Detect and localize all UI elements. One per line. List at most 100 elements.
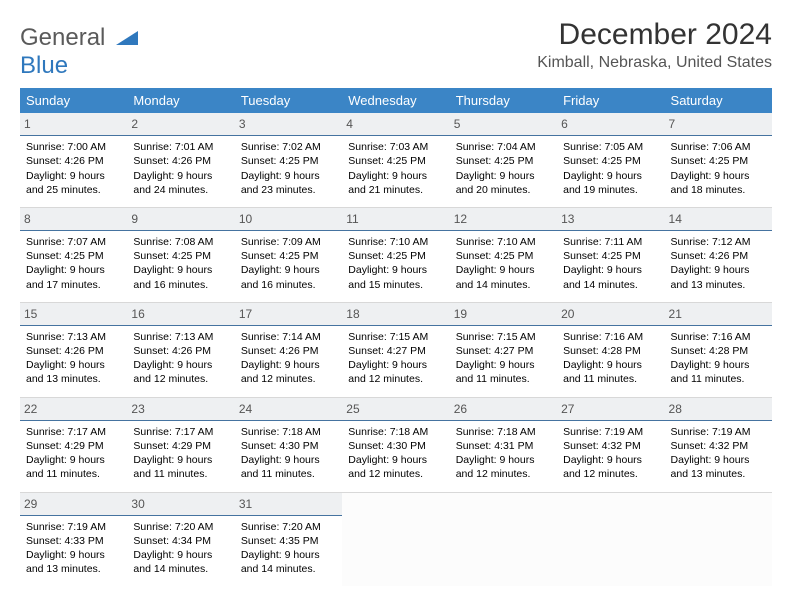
sunrise-line: Sunrise: 7:08 AM — [133, 235, 228, 249]
weekday-header: Sunday — [20, 88, 127, 113]
sunset-line: Sunset: 4:29 PM — [26, 439, 121, 453]
weekday-header: Tuesday — [235, 88, 342, 113]
day-number: 4 — [342, 113, 449, 136]
sunset-line: Sunset: 4:26 PM — [671, 249, 766, 263]
sunset-line: Sunset: 4:30 PM — [241, 439, 336, 453]
day-number: 21 — [665, 303, 772, 326]
calendar-cell: 21Sunrise: 7:16 AMSunset: 4:28 PMDayligh… — [665, 302, 772, 397]
calendar-cell: . — [450, 492, 557, 586]
daylight-line: Daylight: 9 hours and 13 minutes. — [26, 548, 121, 576]
daylight-line: Daylight: 9 hours and 20 minutes. — [456, 169, 551, 197]
sunset-line: Sunset: 4:32 PM — [563, 439, 658, 453]
sunset-line: Sunset: 4:25 PM — [348, 249, 443, 263]
sunset-line: Sunset: 4:30 PM — [348, 439, 443, 453]
daylight-line: Daylight: 9 hours and 11 minutes. — [456, 358, 551, 386]
calendar-body: 1Sunrise: 7:00 AMSunset: 4:26 PMDaylight… — [20, 113, 772, 586]
day-number: 14 — [665, 208, 772, 231]
daylight-line: Daylight: 9 hours and 23 minutes. — [241, 169, 336, 197]
logo-triangle-icon — [116, 31, 138, 45]
calendar-cell: 2Sunrise: 7:01 AMSunset: 4:26 PMDaylight… — [127, 113, 234, 207]
logo-text-1: General — [20, 24, 105, 51]
calendar-cell: 28Sunrise: 7:19 AMSunset: 4:32 PMDayligh… — [665, 397, 772, 492]
daylight-line: Daylight: 9 hours and 12 minutes. — [348, 453, 443, 481]
sunrise-line: Sunrise: 7:20 AM — [133, 520, 228, 534]
logo: General Blue — [20, 18, 138, 80]
calendar-cell: . — [665, 492, 772, 586]
daylight-line: Daylight: 9 hours and 25 minutes. — [26, 169, 121, 197]
daylight-line: Daylight: 9 hours and 14 minutes. — [133, 548, 228, 576]
day-number: 18 — [342, 303, 449, 326]
sunrise-line: Sunrise: 7:15 AM — [456, 330, 551, 344]
sunrise-line: Sunrise: 7:11 AM — [563, 235, 658, 249]
sunrise-line: Sunrise: 7:03 AM — [348, 140, 443, 154]
sunset-line: Sunset: 4:33 PM — [26, 534, 121, 548]
calendar-cell: 27Sunrise: 7:19 AMSunset: 4:32 PMDayligh… — [557, 397, 664, 492]
sunrise-line: Sunrise: 7:18 AM — [348, 425, 443, 439]
day-number: 2 — [127, 113, 234, 136]
logo-text-2: Blue — [20, 52, 68, 79]
day-number: 30 — [127, 493, 234, 516]
daylight-line: Daylight: 9 hours and 13 minutes. — [26, 358, 121, 386]
day-number: 28 — [665, 398, 772, 421]
sunrise-line: Sunrise: 7:06 AM — [671, 140, 766, 154]
daylight-line: Daylight: 9 hours and 12 minutes. — [456, 453, 551, 481]
day-number: 31 — [235, 493, 342, 516]
sunset-line: Sunset: 4:35 PM — [241, 534, 336, 548]
day-number: 15 — [20, 303, 127, 326]
calendar-cell: 10Sunrise: 7:09 AMSunset: 4:25 PMDayligh… — [235, 207, 342, 302]
calendar-cell: 22Sunrise: 7:17 AMSunset: 4:29 PMDayligh… — [20, 397, 127, 492]
sunrise-line: Sunrise: 7:17 AM — [26, 425, 121, 439]
calendar-cell: 6Sunrise: 7:05 AMSunset: 4:25 PMDaylight… — [557, 113, 664, 207]
weekday-header: Monday — [127, 88, 234, 113]
daylight-line: Daylight: 9 hours and 12 minutes. — [563, 453, 658, 481]
day-number: 1 — [20, 113, 127, 136]
sunset-line: Sunset: 4:28 PM — [671, 344, 766, 358]
calendar-cell: 7Sunrise: 7:06 AMSunset: 4:25 PMDaylight… — [665, 113, 772, 207]
sunrise-line: Sunrise: 7:04 AM — [456, 140, 551, 154]
day-number: 7 — [665, 113, 772, 136]
day-number: 12 — [450, 208, 557, 231]
sunrise-line: Sunrise: 7:00 AM — [26, 140, 121, 154]
sunrise-line: Sunrise: 7:19 AM — [671, 425, 766, 439]
sunrise-line: Sunrise: 7:16 AM — [671, 330, 766, 344]
calendar-row: 22Sunrise: 7:17 AMSunset: 4:29 PMDayligh… — [20, 397, 772, 492]
day-number: 3 — [235, 113, 342, 136]
calendar-cell: . — [342, 492, 449, 586]
calendar-cell: 14Sunrise: 7:12 AMSunset: 4:26 PMDayligh… — [665, 207, 772, 302]
sunset-line: Sunset: 4:26 PM — [133, 154, 228, 168]
calendar-cell: 8Sunrise: 7:07 AMSunset: 4:25 PMDaylight… — [20, 207, 127, 302]
sunset-line: Sunset: 4:34 PM — [133, 534, 228, 548]
sunset-line: Sunset: 4:26 PM — [26, 154, 121, 168]
sunrise-line: Sunrise: 7:19 AM — [26, 520, 121, 534]
day-number: 16 — [127, 303, 234, 326]
daylight-line: Daylight: 9 hours and 11 minutes. — [26, 453, 121, 481]
calendar-cell: 1 Sunrise: 7:00 AMSunset: 4:26 PMDaylight… — [20, 113, 127, 207]
calendar-cell: 24Sunrise: 7:18 AMSunset: 4:30 PMDayligh… — [235, 397, 342, 492]
day-number: 24 — [235, 398, 342, 421]
calendar-cell: 20Sunrise: 7:16 AMSunset: 4:28 PMDayligh… — [557, 302, 664, 397]
weekday-header: Friday — [557, 88, 664, 113]
day-number: 10 — [235, 208, 342, 231]
sunset-line: Sunset: 4:27 PM — [348, 344, 443, 358]
day-number: 5 — [450, 113, 557, 136]
daylight-line: Daylight: 9 hours and 13 minutes. — [671, 453, 766, 481]
calendar-cell: 12Sunrise: 7:10 AMSunset: 4:25 PMDayligh… — [450, 207, 557, 302]
daylight-line: Daylight: 9 hours and 14 minutes. — [241, 548, 336, 576]
sunset-line: Sunset: 4:26 PM — [133, 344, 228, 358]
sunrise-line: Sunrise: 7:10 AM — [456, 235, 551, 249]
day-number: 27 — [557, 398, 664, 421]
day-number: 25 — [342, 398, 449, 421]
calendar-cell: 5 Sunrise: 7:04 AMSunset: 4:25 PMDaylight… — [450, 113, 557, 207]
daylight-line: Daylight: 9 hours and 12 minutes. — [241, 358, 336, 386]
weekday-header: Saturday — [665, 88, 772, 113]
weekday-header-row: SundayMondayTuesdayWednesdayThursdayFrid… — [20, 88, 772, 113]
daylight-line: Daylight: 9 hours and 14 minutes. — [456, 263, 551, 291]
sunset-line: Sunset: 4:28 PM — [563, 344, 658, 358]
calendar-row: 29Sunrise: 7:19 AMSunset: 4:33 PMDayligh… — [20, 492, 772, 586]
sunrise-line: Sunrise: 7:20 AM — [241, 520, 336, 534]
sunset-line: Sunset: 4:25 PM — [456, 154, 551, 168]
sunset-line: Sunset: 4:25 PM — [563, 249, 658, 263]
sunrise-line: Sunrise: 7:02 AM — [241, 140, 336, 154]
sunset-line: Sunset: 4:25 PM — [241, 154, 336, 168]
calendar-cell: 3 Sunrise: 7:02 AMSunset: 4:25 PMDaylight… — [235, 113, 342, 207]
